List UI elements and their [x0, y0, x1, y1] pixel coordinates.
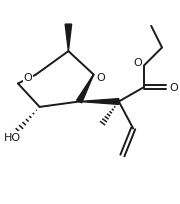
- Text: O: O: [169, 83, 178, 93]
- Polygon shape: [77, 75, 94, 103]
- Polygon shape: [79, 99, 119, 105]
- Text: O: O: [96, 72, 105, 82]
- Text: O: O: [134, 58, 143, 68]
- Text: HO: HO: [4, 132, 21, 142]
- Polygon shape: [65, 25, 72, 52]
- Text: O: O: [24, 73, 32, 83]
